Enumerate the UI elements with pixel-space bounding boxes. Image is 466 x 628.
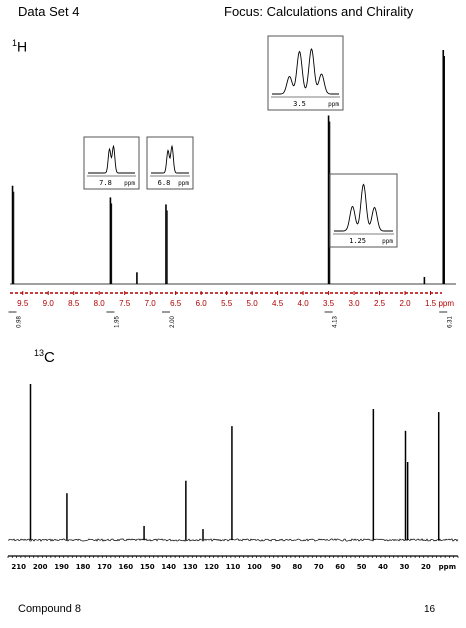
compound-label: Compound 8 — [18, 603, 81, 615]
dataset-title: Data Set 4 — [18, 4, 80, 19]
c-tick-label: 90 — [271, 563, 281, 571]
h-tick-label: 8.5 — [68, 299, 80, 308]
h-inset-box — [267, 35, 344, 111]
focus-title: Focus: Calculations and Chirality — [224, 4, 414, 19]
h-integral-label: 1.95 — [114, 316, 120, 328]
c-tick-label: 130 — [183, 563, 198, 571]
h-integral-label: 6.31 — [447, 316, 453, 328]
h-inset-box — [83, 136, 140, 190]
c-tick-label: 190 — [54, 563, 69, 571]
h-inset-box — [146, 136, 194, 190]
c-tick-label: 40 — [378, 563, 388, 571]
c-tick-label: 180 — [76, 563, 91, 571]
h-tick-label: 8.0 — [94, 299, 106, 308]
h-inset-unit: ppm — [124, 180, 135, 187]
c-tick-label: 210 — [11, 563, 26, 571]
h-tick-label: 6.5 — [170, 299, 182, 308]
c-tick-label: 150 — [140, 563, 155, 571]
h-tick-label: 9.0 — [43, 299, 55, 308]
h-tick-label: 4.0 — [298, 299, 310, 308]
c-tick-label: 140 — [161, 563, 176, 571]
h-inset-tick-label: 6.8 — [158, 179, 171, 187]
c-nmr-title: 13C — [34, 348, 55, 366]
c-tick-label: 30 — [400, 563, 410, 571]
h-tick-label: 3.5 — [323, 299, 335, 308]
page-number: 16 — [424, 604, 436, 615]
c-tick-label: 200 — [33, 563, 48, 571]
h-inset-unit: ppm — [382, 238, 393, 245]
h-tick-label: 3.0 — [348, 299, 360, 308]
h-integral-label: 0.98 — [17, 316, 23, 328]
c-tick-label: 20 — [421, 563, 431, 571]
h-tick-label: 9.5 — [17, 299, 29, 308]
c-tick-label: 100 — [247, 563, 262, 571]
h-integral-label: 4.13 — [333, 316, 339, 328]
h-tick-label: 2.0 — [399, 299, 411, 308]
h-tick-label: 2.5 — [374, 299, 386, 308]
h-inset-tick-label: 1.25 — [349, 237, 366, 245]
c-tick-label: 110 — [226, 563, 241, 571]
h-tick-label: 5.5 — [221, 299, 233, 308]
h-inset-box — [329, 173, 398, 248]
c-tick-label: 120 — [204, 563, 219, 571]
c-tick-label: 160 — [119, 563, 134, 571]
c-tick-label: 70 — [314, 563, 324, 571]
h-tick-label: 4.5 — [272, 299, 284, 308]
h-axis-unit: ppm — [438, 299, 454, 308]
h-nmr-title: 1H — [12, 38, 28, 55]
h-inset-trace — [334, 183, 393, 232]
h-tick-label: 7.0 — [145, 299, 157, 308]
c-tick-label: 170 — [97, 563, 112, 571]
c-tick-label: 50 — [357, 563, 367, 571]
h-inset-tick-label: 3.5 — [293, 100, 306, 108]
c-tick-label: 80 — [292, 563, 302, 571]
h-inset-tick-label: 7.8 — [99, 179, 112, 187]
c-tick-label: 60 — [335, 563, 345, 571]
h-tick-label: 5.0 — [247, 299, 259, 308]
h-tick-label: 6.0 — [196, 299, 208, 308]
h-inset-trace — [151, 144, 189, 174]
h-tick-label: 7.5 — [119, 299, 131, 308]
c-baseline — [7, 538, 459, 542]
h-integral-label: 2.00 — [170, 316, 176, 328]
h-tick-label: 1.5 — [425, 299, 437, 308]
c-axis-unit: ppm — [439, 563, 456, 571]
h-inset-unit: ppm — [178, 180, 189, 187]
h-inset-trace — [88, 144, 135, 174]
h-inset-trace — [272, 48, 339, 95]
h-inset-unit: ppm — [328, 101, 339, 108]
